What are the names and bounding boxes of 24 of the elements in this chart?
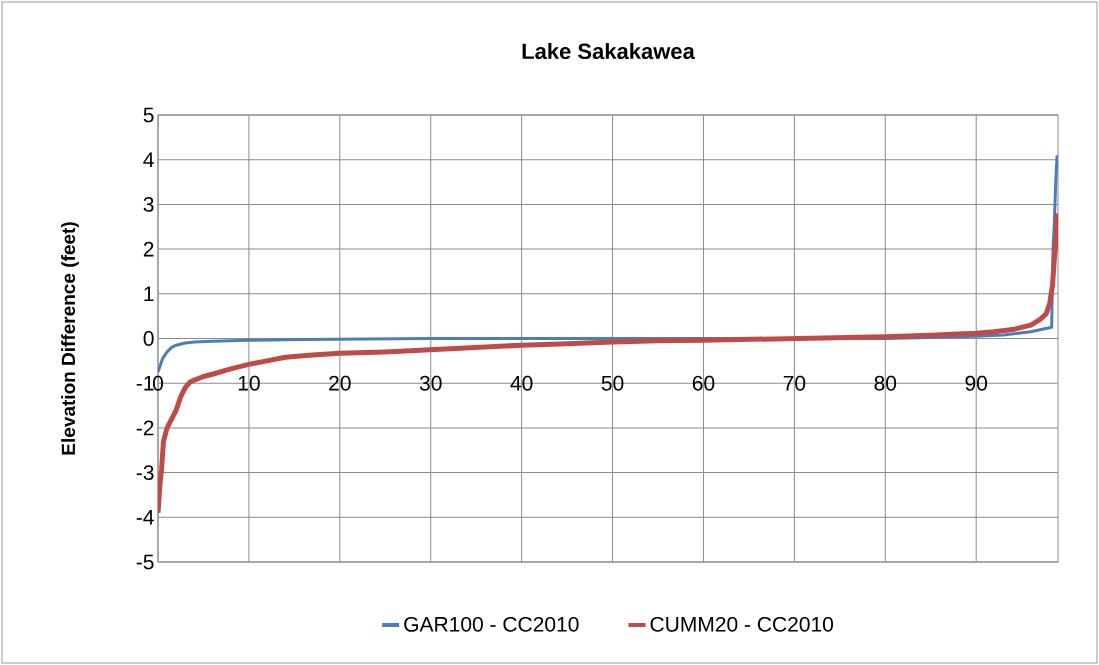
chart-title: Lake Sakakawea [522,42,695,60]
y-tick-label: -1 [136,375,154,391]
y-tick-label: 3 [143,196,154,212]
x-tick-label: 80 [874,375,897,391]
y-tick-label: -4 [136,510,154,525]
y-tick-label: 4 [143,152,154,167]
legend-label: GAR100 - CC2010 [404,616,579,632]
x-tick-label: 60 [692,375,715,391]
y-tick-label: 1 [144,286,154,302]
y-tick-label: 5 [143,107,154,123]
legend-label: CUMM20 - CC2010 [650,616,834,632]
x-tick-label: 20 [329,375,351,391]
y-tick-label: -2 [136,420,154,436]
y-tick-label: -5 [136,554,154,570]
x-tick-label: 10 [238,375,260,391]
x-tick-label: 70 [783,375,806,391]
y-tick-label: -3 [136,465,154,481]
y-axis-title: Elevation Difference (feet) [61,222,79,455]
x-tick-label: 90 [965,375,988,391]
x-tick-label: 50 [601,375,624,391]
x-tick-label: 30 [419,375,442,391]
y-tick-label: 2 [143,241,154,257]
x-tick-label: 40 [510,375,533,391]
y-tick-label: 0 [143,331,154,346]
